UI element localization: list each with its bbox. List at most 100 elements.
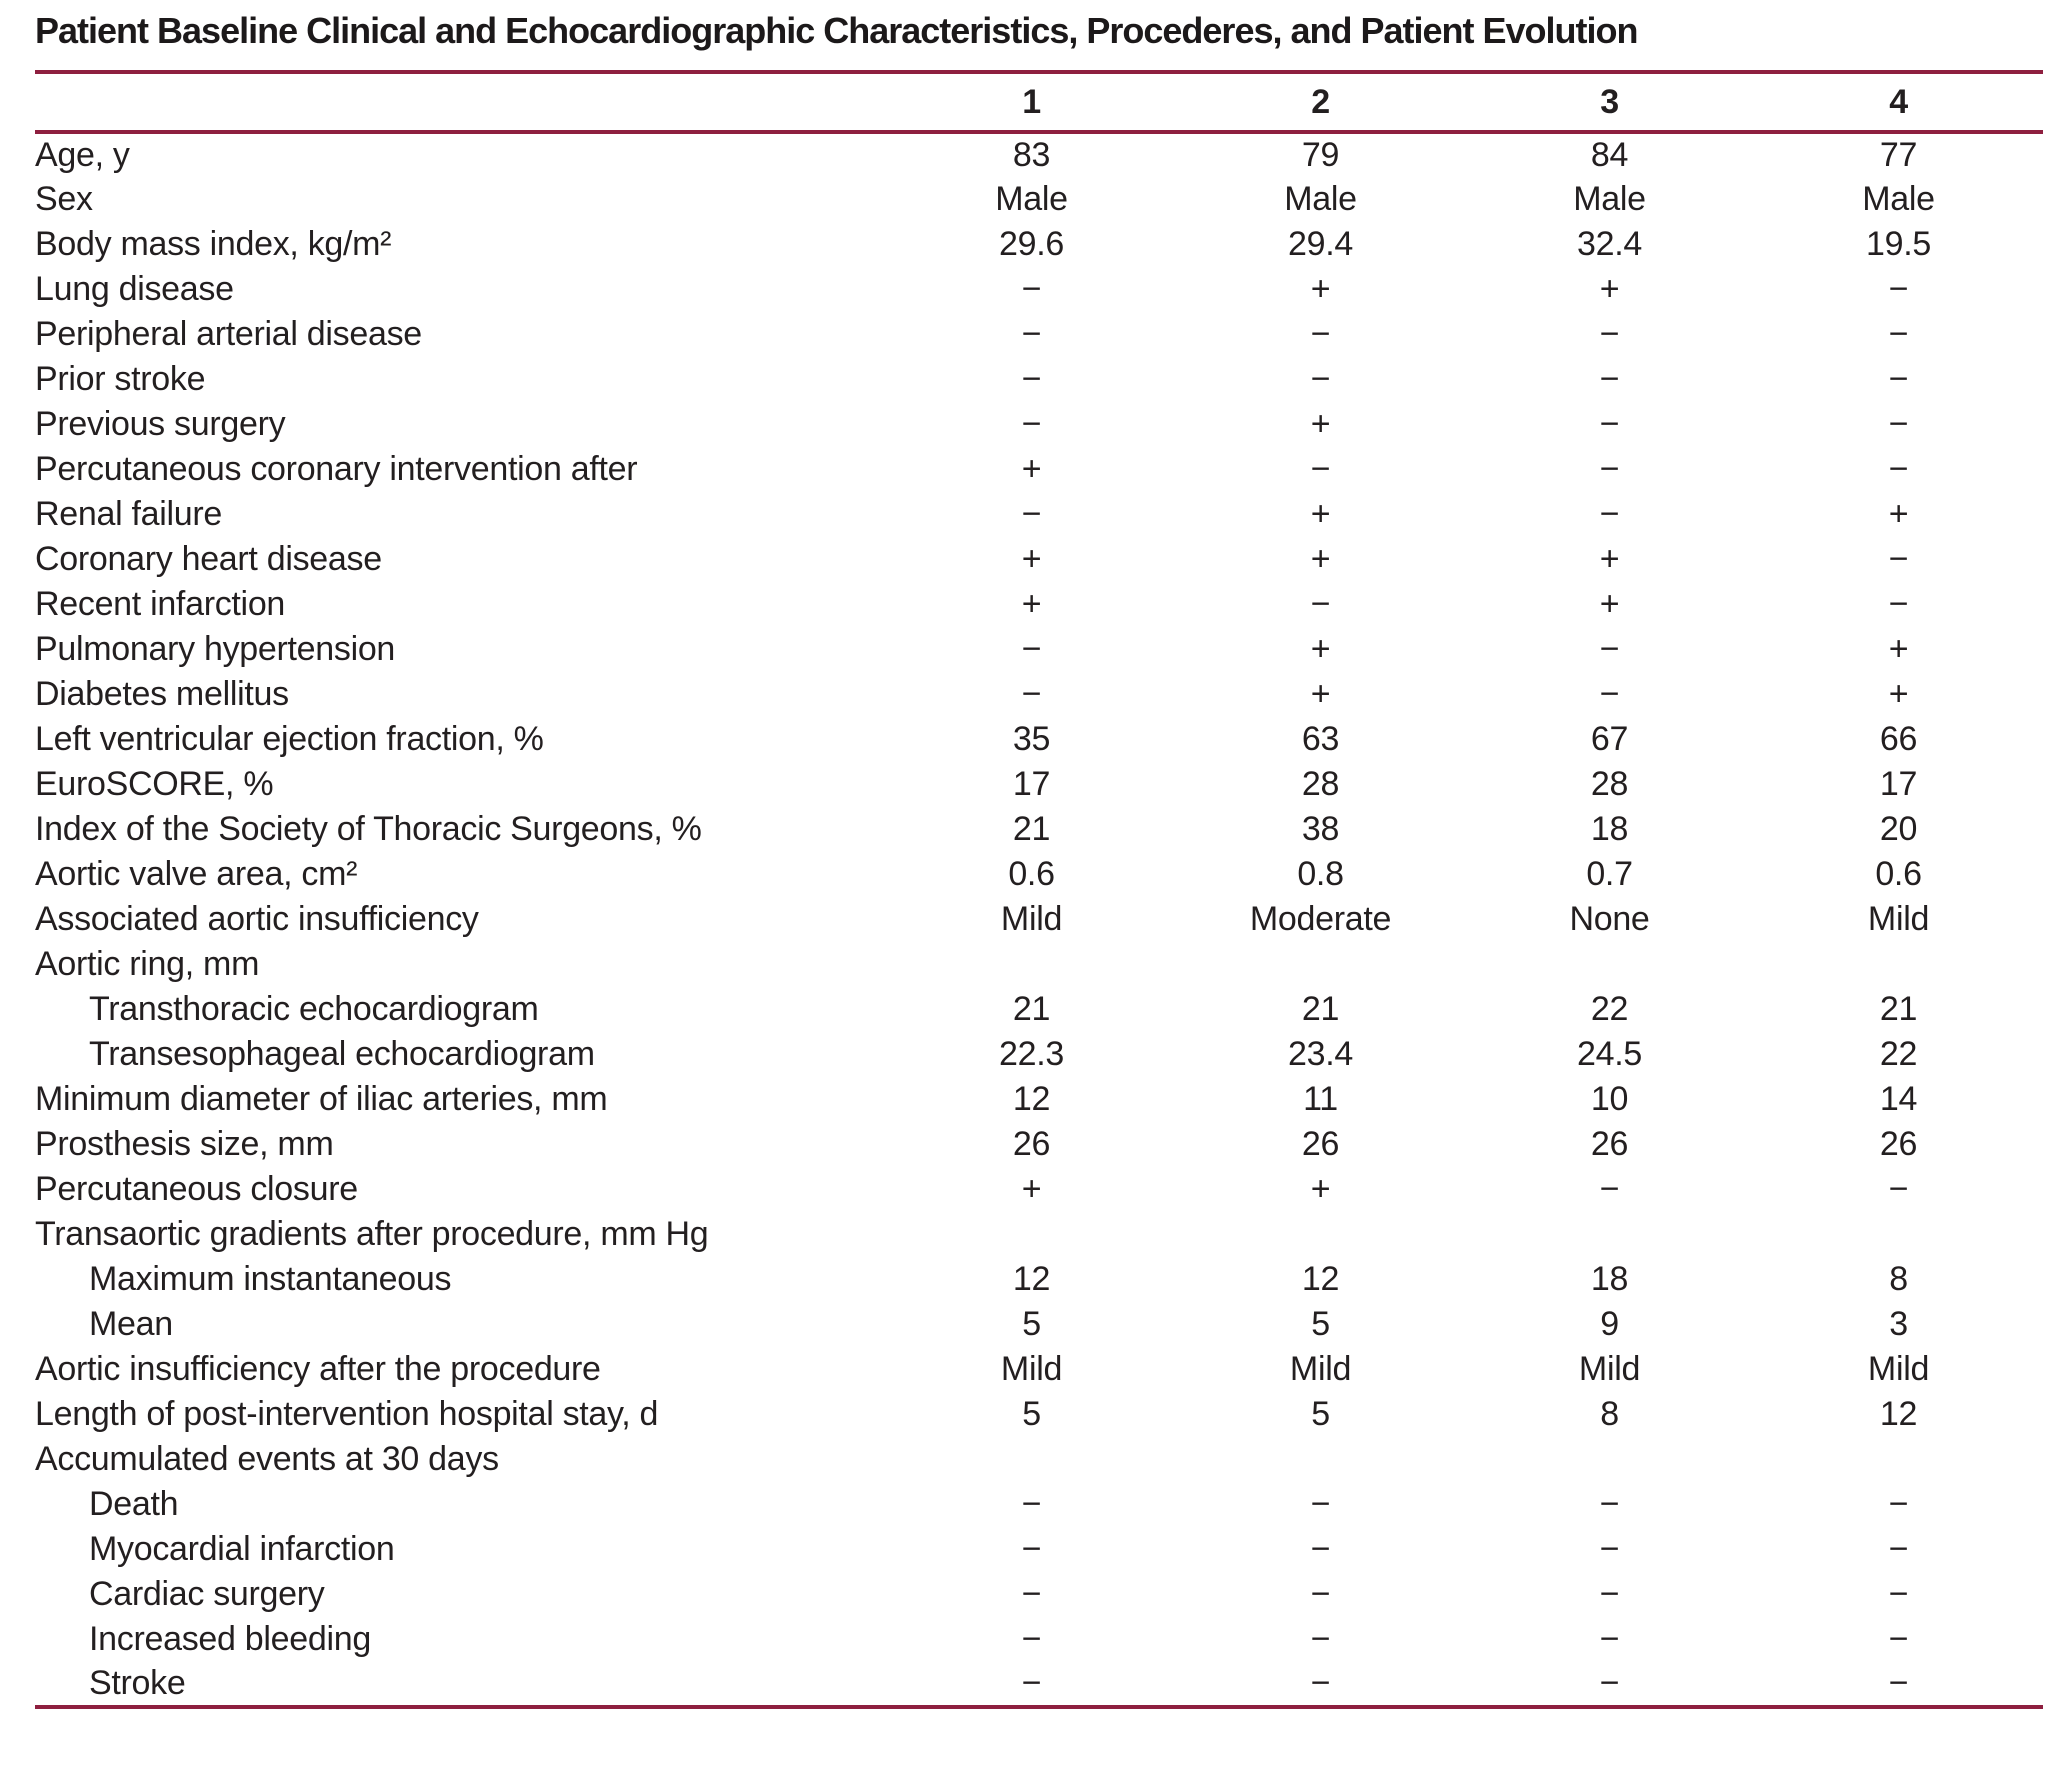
- cell-value: [1465, 942, 1754, 987]
- row-label: Transthoracic echocardiogram: [89, 990, 539, 1028]
- row-label: Left ventricular ejection fraction, %: [35, 720, 544, 758]
- row-label: Coronary heart disease: [35, 540, 382, 578]
- cell-value: 12: [1012, 1260, 1051, 1298]
- row-label: Prior stroke: [35, 360, 206, 398]
- cell-value: +: [1021, 540, 1042, 578]
- cell-value: 83: [1012, 136, 1051, 174]
- row-label: Percutaneous closure: [35, 1170, 358, 1208]
- cell-value: [1465, 1437, 1754, 1482]
- cell-value: [1176, 1437, 1465, 1482]
- table-row: Aortic valve area, cm² 0.6 0.8 0.7 0.6: [35, 852, 2043, 897]
- cell-value: 11: [1303, 1080, 1338, 1118]
- table-row: Increased bleeding − − − −: [35, 1617, 2043, 1662]
- row-label: Peripheral arterial disease: [35, 315, 422, 353]
- cell-value: +: [1888, 495, 1909, 533]
- cell-value: −: [1599, 360, 1620, 398]
- cell-value: Mild: [1867, 900, 1930, 938]
- row-label: Diabetes mellitus: [35, 675, 289, 713]
- cell-value: Male: [995, 180, 1068, 218]
- column-header-empty: [35, 72, 887, 134]
- column-header-patient-1: 1: [887, 72, 1176, 134]
- table-row: Cardiac surgery − − − −: [35, 1572, 2043, 1617]
- table-row: Diabetes mellitus − + − +: [35, 672, 2043, 717]
- cell-value: −: [1888, 1664, 1909, 1702]
- cell-value: +: [1310, 630, 1331, 668]
- cell-value: 14: [1879, 1080, 1918, 1118]
- row-label: Death: [89, 1485, 179, 1523]
- cell-value: 26: [1012, 1125, 1051, 1163]
- table-row: Body mass index, kg/m² 29.6 29.4 32.4 19.5: [35, 222, 2043, 267]
- cell-value: 12: [1301, 1260, 1340, 1298]
- cell-value: −: [1310, 360, 1331, 398]
- cell-value: −: [1599, 1620, 1620, 1658]
- table-row: Left ventricular ejection fraction, % 35 6…: [35, 717, 2043, 762]
- patient-characteristics-table: 1 2 3 4 Age, y 83 79 84 77 Sex Male Male Male Mal…: [35, 70, 2043, 1709]
- row-label: Aortic valve area, cm²: [35, 855, 358, 893]
- cell-value: 5: [1311, 1395, 1330, 1433]
- row-label: Transesophageal echocardiogram: [89, 1035, 595, 1073]
- cell-value: 21: [1879, 990, 1918, 1028]
- cell-value: −: [1888, 540, 1909, 578]
- table-row: EuroSCORE, % 17 28 28 17: [35, 762, 2043, 807]
- cell-value: Male: [1284, 180, 1357, 218]
- row-label: Cardiac surgery: [89, 1575, 325, 1613]
- cell-value: 3: [1889, 1305, 1908, 1343]
- table-page: Patient Baseline Clinical and Echocardio…: [35, 10, 2043, 1709]
- cell-value: [887, 942, 1176, 987]
- row-label: Length of post-intervention hospital sta…: [35, 1395, 659, 1433]
- cell-value: [1465, 1212, 1754, 1257]
- cell-value: 18: [1590, 810, 1629, 848]
- cell-value: 0.6: [1008, 855, 1055, 893]
- cell-value: None: [1569, 900, 1650, 938]
- table-row: Prosthesis size, mm 26 26 26 26: [35, 1122, 2043, 1167]
- row-label: Lung disease: [35, 270, 234, 308]
- cell-value: 26: [1301, 1125, 1340, 1163]
- cell-value: −: [1021, 360, 1042, 398]
- table-row: Recent infarction + − + −: [35, 582, 2043, 627]
- cell-value: 24.5: [1577, 1035, 1642, 1073]
- column-header-patient-3: 3: [1465, 72, 1754, 134]
- cell-value: −: [1888, 1620, 1909, 1658]
- row-label: Renal failure: [35, 495, 222, 533]
- cell-value: −: [1021, 1664, 1042, 1702]
- row-label: Previous surgery: [35, 405, 286, 443]
- cell-value: −: [1599, 405, 1620, 443]
- cell-value: −: [1599, 1530, 1620, 1568]
- cell-value: 22: [1879, 1035, 1918, 1073]
- cell-value: Mild: [1867, 1350, 1930, 1388]
- cell-value: +: [1021, 1170, 1042, 1208]
- row-label: Increased bleeding: [89, 1620, 371, 1658]
- table-row: Associated aortic insufficiency Mild Moder…: [35, 897, 2043, 942]
- row-label: Aortic ring, mm: [35, 945, 260, 983]
- cell-value: −: [1599, 315, 1620, 353]
- column-header-row: 1 2 3 4: [35, 72, 2043, 134]
- cell-value: 8: [1600, 1395, 1619, 1433]
- cell-value: −: [1888, 1575, 1909, 1613]
- cell-value: 26: [1879, 1125, 1918, 1163]
- cell-value: Mild: [1289, 1350, 1352, 1388]
- row-label: Pulmonary hypertension: [35, 630, 396, 668]
- cell-value: Mild: [1000, 1350, 1063, 1388]
- table-row: Aortic ring, mm: [35, 942, 2043, 987]
- cell-value: 19.5: [1866, 225, 1931, 263]
- cell-value: 5: [1022, 1395, 1041, 1433]
- row-label: Maximum instantaneous: [89, 1260, 452, 1298]
- cell-value: 63: [1301, 720, 1340, 758]
- cell-value: −: [1310, 1530, 1331, 1568]
- cell-value: 29.4: [1288, 225, 1353, 263]
- cell-value: 28: [1301, 765, 1340, 803]
- cell-value: −: [1599, 450, 1620, 488]
- cell-value: −: [1310, 1620, 1331, 1658]
- cell-value: −: [1599, 1485, 1620, 1523]
- cell-value: −: [1599, 1575, 1620, 1613]
- cell-value: −: [1888, 405, 1909, 443]
- row-label: Associated aortic insufficiency: [35, 900, 479, 938]
- cell-value: [887, 1212, 1176, 1257]
- cell-value: −: [1888, 1530, 1909, 1568]
- cell-value: Mild: [1578, 1350, 1641, 1388]
- table-row: Stroke − − − −: [35, 1662, 2043, 1707]
- cell-value: −: [1310, 1575, 1331, 1613]
- row-label: Minimum diameter of iliac arteries, mm: [35, 1080, 608, 1118]
- cell-value: +: [1599, 585, 1620, 623]
- cell-value: +: [1888, 630, 1909, 668]
